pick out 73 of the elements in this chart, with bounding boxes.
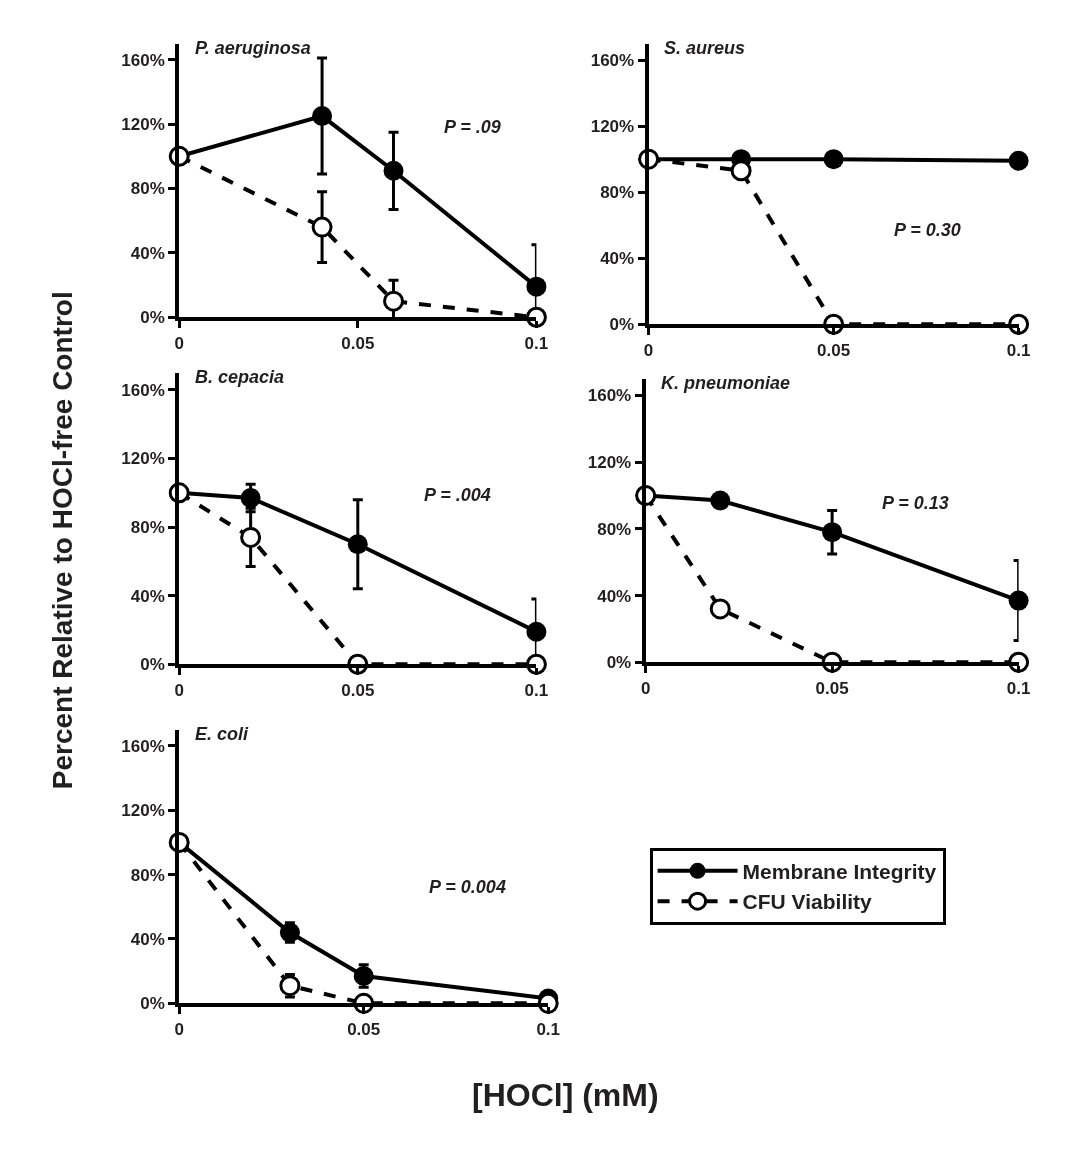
- annotation: P = 0.13: [882, 493, 949, 513]
- point: [383, 290, 405, 312]
- y-tick-label: 160%: [587, 386, 632, 406]
- y-tick-label: 120%: [590, 117, 635, 137]
- y-axis-title: Percent Relative to HOCl-free Control: [46, 291, 78, 790]
- x-tick-label: 0.1: [536, 1019, 561, 1039]
- x-axis-title: [HOCl] (mM): [472, 1077, 659, 1113]
- y-tick-label: 120%: [587, 453, 632, 473]
- annotation: P = .09: [444, 117, 501, 137]
- x-tick-label: 0.1: [524, 333, 549, 353]
- legend-label: CFU Viability: [742, 890, 873, 914]
- y-tick-label: 80%: [597, 519, 632, 539]
- y-tick-label: 120%: [121, 449, 165, 469]
- y-tick-label: 40%: [130, 929, 165, 949]
- annotation: P = 0.004: [429, 877, 506, 897]
- chart-title: P. aeruginosa: [195, 38, 311, 58]
- point: [730, 160, 752, 182]
- x-tick-label: 0: [640, 678, 651, 698]
- x-tick-label: 0.05: [341, 680, 375, 700]
- annotation: P = .004: [424, 485, 491, 505]
- y-tick-label: 40%: [597, 586, 632, 606]
- y-tick-label: 40%: [600, 249, 635, 269]
- x-tick-label: 0: [643, 340, 654, 360]
- y-tick-label: 160%: [121, 380, 165, 400]
- x-tick-label: 0: [174, 333, 184, 353]
- point: [353, 965, 374, 986]
- x-tick-label: 0.1: [1006, 340, 1031, 360]
- point: [709, 598, 731, 620]
- y-tick-label: 0%: [606, 653, 632, 673]
- y-tick-label: 80%: [130, 518, 165, 538]
- y-tick-label: 80%: [130, 865, 165, 885]
- chart-title: E. coli: [195, 724, 250, 744]
- x-tick-label: 0: [174, 680, 184, 700]
- point: [1008, 590, 1029, 611]
- x-tick-label: 0.1: [524, 680, 549, 700]
- y-tick-label: 120%: [121, 115, 165, 135]
- point: [279, 975, 301, 997]
- y-tick-label: 0%: [140, 308, 165, 328]
- point: [526, 276, 547, 297]
- y-tick-label: 160%: [590, 51, 635, 71]
- point: [1008, 150, 1029, 171]
- point: [822, 522, 843, 543]
- y-tick-label: 0%: [140, 655, 165, 675]
- x-tick-label: 0.1: [1006, 678, 1031, 698]
- y-tick-label: 160%: [121, 736, 165, 756]
- x-tick-label: 0.05: [341, 333, 375, 353]
- point: [311, 216, 333, 238]
- point: [383, 160, 404, 181]
- point: [240, 526, 262, 548]
- chart-title: S. aureus: [664, 38, 746, 58]
- x-tick-label: 0.05: [815, 678, 849, 698]
- point: [279, 922, 300, 943]
- point: [710, 490, 731, 511]
- point: [240, 487, 261, 508]
- x-tick-label: 0: [174, 1019, 184, 1039]
- legend-label: Membrane Integrity: [742, 860, 937, 884]
- chart-title: B. cepacia: [195, 367, 285, 387]
- y-tick-label: 120%: [121, 801, 165, 821]
- point: [347, 534, 368, 555]
- chart-title: K. pneumoniae: [661, 373, 791, 393]
- y-tick-label: 160%: [121, 50, 165, 70]
- y-tick-label: 40%: [130, 243, 165, 263]
- y-tick-label: 40%: [130, 586, 165, 606]
- y-tick-label: 80%: [600, 183, 635, 203]
- y-tick-label: 0%: [609, 315, 635, 335]
- annotation: P = 0.30: [894, 220, 961, 240]
- y-tick-label: 80%: [130, 179, 165, 199]
- point: [312, 106, 333, 127]
- point: [526, 621, 547, 642]
- x-tick-label: 0.05: [347, 1019, 381, 1039]
- x-tick-label: 0.05: [817, 340, 851, 360]
- y-tick-label: 0%: [140, 994, 165, 1014]
- point: [823, 149, 844, 170]
